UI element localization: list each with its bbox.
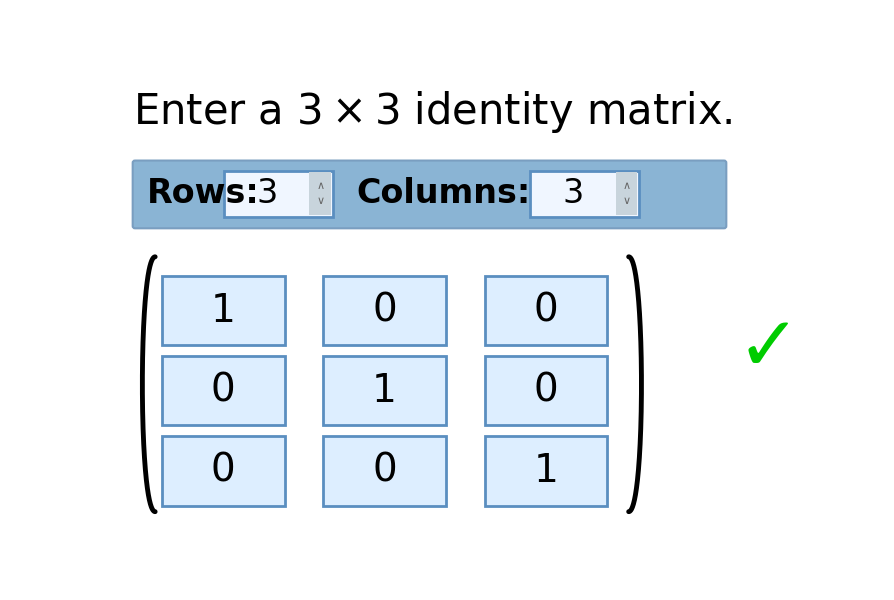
Text: 1: 1 (211, 292, 236, 330)
FancyBboxPatch shape (324, 356, 446, 425)
Text: 3: 3 (256, 177, 277, 210)
Text: 0: 0 (372, 292, 397, 330)
Text: ∨: ∨ (316, 196, 325, 206)
FancyBboxPatch shape (324, 436, 446, 506)
Text: 0: 0 (534, 292, 558, 330)
Text: Columns:: Columns: (356, 177, 530, 210)
FancyBboxPatch shape (162, 276, 284, 346)
FancyBboxPatch shape (530, 170, 638, 217)
FancyBboxPatch shape (162, 356, 284, 425)
Text: ✓: ✓ (737, 312, 801, 386)
Text: ∧: ∧ (622, 181, 630, 191)
Text: ∧: ∧ (316, 181, 325, 191)
Text: 0: 0 (211, 452, 236, 490)
FancyBboxPatch shape (485, 356, 607, 425)
FancyBboxPatch shape (224, 170, 333, 217)
Text: 1: 1 (534, 452, 558, 490)
Text: 0: 0 (534, 372, 558, 410)
FancyBboxPatch shape (485, 436, 607, 506)
FancyBboxPatch shape (162, 436, 284, 506)
Text: ∨: ∨ (622, 196, 630, 206)
Text: Rows:: Rows: (147, 177, 259, 210)
Text: 3: 3 (562, 177, 584, 210)
Text: 1: 1 (372, 372, 397, 410)
Text: 0: 0 (211, 372, 236, 410)
FancyBboxPatch shape (309, 172, 331, 215)
Text: 0: 0 (372, 452, 397, 490)
FancyBboxPatch shape (615, 172, 637, 215)
FancyBboxPatch shape (132, 161, 726, 229)
FancyBboxPatch shape (485, 276, 607, 346)
Text: Enter a $3 \times 3$ identity matrix.: Enter a $3 \times 3$ identity matrix. (133, 89, 733, 135)
FancyBboxPatch shape (324, 276, 446, 346)
